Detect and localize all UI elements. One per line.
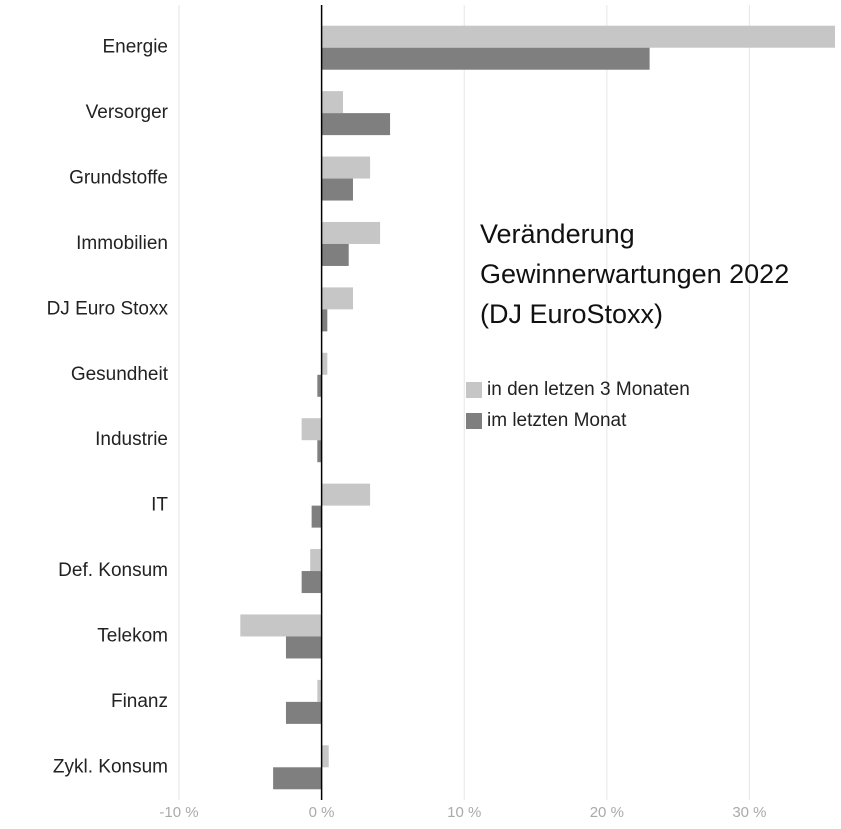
bar <box>321 47 650 70</box>
x-tick-label: 0 % <box>309 804 335 821</box>
bar <box>321 352 328 375</box>
bar <box>285 636 322 659</box>
legend-label: in den letzen 3 Monaten <box>487 379 690 400</box>
bar <box>285 701 322 724</box>
bar <box>321 156 371 179</box>
bar <box>321 25 835 48</box>
chart-title: Veränderung <box>480 219 635 249</box>
bar <box>321 287 353 310</box>
y-tick-label: Versorger <box>86 102 169 123</box>
bar <box>321 221 381 244</box>
chart-title: Gewinnerwartungen 2022 <box>480 259 789 289</box>
legend-swatch <box>466 382 482 398</box>
bar <box>321 91 343 114</box>
bar <box>311 505 322 528</box>
x-tick-label: 30 % <box>732 804 766 821</box>
y-tick-label: Zykl. Konsum <box>53 756 168 777</box>
y-tick-label: Def. Konsum <box>58 560 168 581</box>
bar <box>321 483 371 506</box>
bar <box>321 113 391 136</box>
y-tick-label: Immobilien <box>76 233 168 254</box>
y-tick-label: IT <box>151 495 168 516</box>
bar <box>317 374 322 397</box>
bar <box>321 309 328 332</box>
bar <box>240 614 322 637</box>
bar <box>301 571 322 594</box>
y-tick-label: Finanz <box>111 691 168 712</box>
x-tick-label: -10 % <box>159 804 198 821</box>
y-tick-label: Energie <box>103 37 169 58</box>
bar <box>321 243 349 266</box>
bar <box>317 679 322 702</box>
y-tick-label: Grundstoffe <box>69 168 168 189</box>
y-tick-label: Telekom <box>97 625 168 646</box>
bar <box>310 549 322 572</box>
bar <box>301 418 322 441</box>
bar <box>321 178 353 201</box>
y-tick-label: Gesundheit <box>71 364 169 385</box>
x-tick-label: 10 % <box>447 804 481 821</box>
legend-swatch <box>466 413 482 429</box>
legend-label: im letzten Monat <box>487 410 627 431</box>
x-tick-label: 20 % <box>590 804 624 821</box>
bar <box>317 440 322 463</box>
y-tick-label: Industrie <box>95 429 168 450</box>
y-tick-label: DJ Euro Stoxx <box>47 298 169 319</box>
bar <box>321 745 329 768</box>
chart-title: (DJ EuroStoxx) <box>480 299 663 329</box>
bar <box>273 767 322 790</box>
